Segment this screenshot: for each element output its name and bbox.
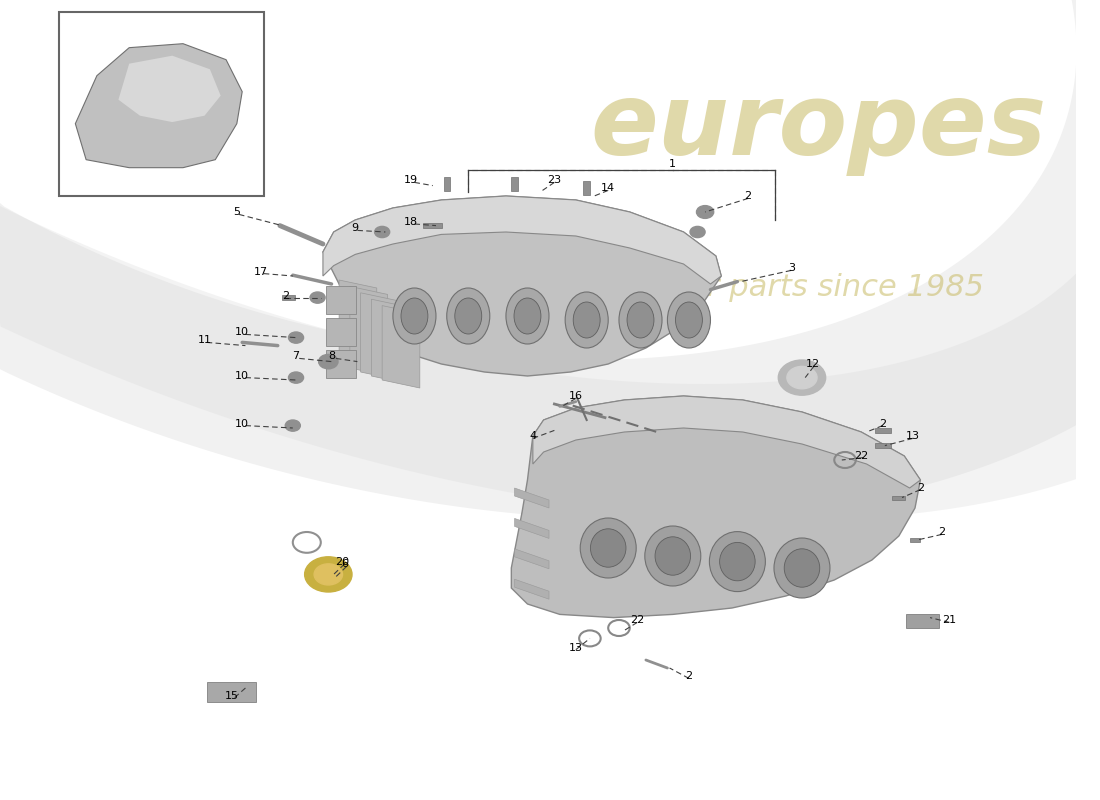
Polygon shape: [323, 196, 722, 376]
Text: 22: 22: [854, 451, 868, 461]
Ellipse shape: [645, 526, 701, 586]
Circle shape: [288, 332, 304, 343]
Polygon shape: [119, 56, 221, 122]
Ellipse shape: [514, 298, 541, 334]
Text: 2: 2: [282, 291, 289, 301]
Circle shape: [375, 226, 389, 238]
Text: 2: 2: [685, 671, 693, 681]
Text: 2: 2: [879, 419, 887, 429]
Circle shape: [315, 564, 342, 585]
Text: 22: 22: [630, 615, 645, 625]
Text: 20: 20: [336, 557, 350, 566]
Ellipse shape: [619, 292, 662, 348]
Bar: [443, 177, 450, 191]
Ellipse shape: [454, 298, 482, 334]
Bar: [424, 223, 442, 228]
Text: 16: 16: [569, 391, 583, 401]
Ellipse shape: [719, 542, 755, 581]
Ellipse shape: [506, 288, 549, 344]
Text: 13: 13: [906, 431, 920, 441]
Text: 9: 9: [352, 223, 359, 233]
Text: europes: europes: [590, 79, 1046, 177]
Circle shape: [319, 354, 338, 369]
Ellipse shape: [580, 518, 636, 578]
Bar: [874, 428, 891, 433]
Bar: [892, 495, 905, 499]
Text: 19: 19: [404, 175, 418, 185]
Ellipse shape: [668, 292, 711, 348]
Ellipse shape: [784, 549, 820, 587]
Circle shape: [690, 226, 705, 238]
Circle shape: [779, 360, 826, 395]
Text: 2: 2: [745, 191, 751, 201]
Polygon shape: [339, 280, 377, 372]
Text: 14: 14: [601, 183, 615, 193]
Bar: [327, 350, 356, 378]
Polygon shape: [76, 44, 242, 168]
Circle shape: [305, 557, 352, 592]
Text: 4: 4: [529, 431, 537, 441]
Ellipse shape: [393, 288, 436, 344]
Circle shape: [285, 420, 300, 431]
Circle shape: [696, 206, 714, 218]
Text: 10: 10: [235, 419, 250, 429]
Text: 10: 10: [235, 371, 250, 381]
Polygon shape: [0, 0, 1100, 520]
Bar: [282, 295, 295, 300]
Bar: [583, 181, 590, 195]
Text: 5: 5: [233, 207, 240, 217]
Text: 6: 6: [341, 559, 348, 569]
Ellipse shape: [654, 537, 691, 575]
Ellipse shape: [402, 298, 428, 334]
Text: 17: 17: [253, 267, 267, 277]
Bar: [910, 538, 921, 542]
Bar: [327, 286, 356, 314]
Polygon shape: [512, 396, 921, 618]
Text: 10: 10: [235, 327, 250, 337]
Polygon shape: [361, 293, 398, 380]
Bar: [327, 318, 356, 346]
Text: 7: 7: [293, 351, 299, 361]
Bar: [874, 443, 891, 448]
Circle shape: [786, 366, 817, 389]
Polygon shape: [515, 579, 549, 599]
Bar: [906, 614, 938, 628]
Polygon shape: [372, 299, 409, 384]
Bar: [512, 177, 518, 191]
Polygon shape: [515, 488, 549, 508]
Text: 3: 3: [788, 263, 794, 273]
Ellipse shape: [675, 302, 703, 338]
Text: 12: 12: [805, 359, 820, 369]
Ellipse shape: [565, 292, 608, 348]
Text: 1: 1: [669, 159, 676, 169]
Polygon shape: [515, 549, 549, 569]
Polygon shape: [323, 196, 722, 284]
Text: 15: 15: [224, 691, 239, 701]
Polygon shape: [532, 396, 921, 488]
Polygon shape: [382, 306, 420, 388]
Ellipse shape: [774, 538, 830, 598]
Polygon shape: [0, 0, 1100, 520]
Text: 11: 11: [198, 335, 211, 345]
Ellipse shape: [710, 532, 766, 592]
Circle shape: [288, 372, 304, 383]
Text: 13: 13: [569, 643, 583, 653]
Ellipse shape: [591, 529, 626, 567]
Text: 2: 2: [916, 483, 924, 493]
Text: a passion for parts since 1985: a passion for parts since 1985: [522, 274, 984, 302]
Polygon shape: [350, 286, 387, 376]
Ellipse shape: [447, 288, 490, 344]
Ellipse shape: [627, 302, 654, 338]
Text: 8: 8: [328, 351, 336, 361]
Text: 21: 21: [943, 615, 957, 625]
Bar: [207, 682, 255, 702]
Text: 18: 18: [404, 218, 418, 227]
Circle shape: [310, 292, 326, 303]
Polygon shape: [515, 518, 549, 538]
Ellipse shape: [573, 302, 601, 338]
Text: 23: 23: [548, 175, 561, 185]
Bar: [59, 12, 264, 196]
Text: 2: 2: [938, 527, 946, 537]
